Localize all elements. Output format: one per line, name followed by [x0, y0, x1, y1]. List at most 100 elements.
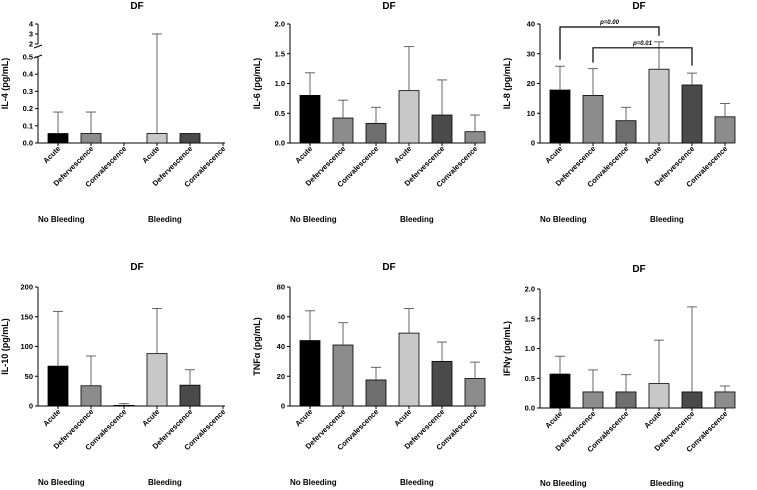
y-axis-label: IL-10 (pg/mL): [0, 318, 10, 375]
group-label: No Bleeding: [540, 215, 587, 224]
x-category-label: Acute: [392, 407, 413, 428]
y-tick-label: 1.5: [275, 49, 285, 58]
bar: [146, 133, 168, 144]
y-tick-label: 1.0: [275, 79, 285, 88]
bar: [179, 384, 201, 407]
y-tick-label: 0.1: [23, 121, 33, 130]
significance-bracket: [592, 47, 693, 66]
y-tick-label: 20: [277, 372, 285, 381]
bar: [113, 405, 135, 407]
group-label: Bleeding: [400, 215, 434, 224]
chart-title: DF: [382, 262, 395, 273]
bar: [80, 385, 102, 407]
bar: [615, 120, 637, 144]
y-tick-label: 4: [29, 20, 34, 29]
y-tick-label: 50: [25, 372, 33, 381]
bar: [398, 90, 420, 144]
y-tick-label: 0.5: [23, 53, 33, 62]
y-tick-label: 2.0: [275, 20, 285, 29]
y-tick-label: 0.0: [23, 139, 33, 148]
y-tick-label: 0: [29, 402, 33, 411]
group-label: No Bleeding: [290, 215, 337, 224]
bar: [332, 344, 354, 407]
y-tick-label: 0.2: [23, 104, 33, 113]
y-axis-label: TNFα (pg/mL): [252, 317, 262, 376]
y-tick-label: 10: [527, 109, 535, 118]
y-tick-label: 40: [277, 342, 285, 351]
y-tick-label: 2.0: [525, 285, 535, 294]
y-tick-label: 60: [277, 312, 285, 321]
y-tick-label: 0.5: [275, 109, 285, 118]
y-tick-label: 80: [277, 283, 285, 292]
y-tick-label: 3: [29, 30, 33, 39]
x-category-label: Acute: [41, 144, 62, 165]
axis-break-mark: [33, 44, 43, 49]
bar: [398, 332, 420, 407]
bar: [299, 340, 321, 407]
bar: [332, 117, 354, 144]
group-label: Bleeding: [650, 479, 684, 488]
bar: [80, 133, 102, 144]
chart-panel-1: DF IL-4 (pg/mL) 0.0 0.1 0.2 0.3 0.4 0.5 234 Acute…: [0, 1, 227, 224]
chart-title: DF: [382, 1, 395, 12]
group-label: No Bleeding: [38, 215, 85, 224]
bar: [464, 378, 486, 407]
y-tick-label: 0: [531, 139, 535, 148]
y-tick-label: 1.5: [525, 314, 535, 323]
group-label: Bleeding: [148, 215, 182, 224]
x-category-label: Acute: [140, 144, 161, 165]
group-label: Bleeding: [400, 478, 434, 487]
bar: [549, 373, 571, 409]
y-tick-label: 0.0: [275, 139, 285, 148]
y-axis-label: IL-8 (pg/mL): [502, 58, 512, 110]
chart-title: DF: [130, 1, 143, 12]
y-tick-label: 0.3: [23, 87, 33, 96]
bar: [582, 95, 604, 144]
bar: [714, 116, 736, 144]
bar: [47, 365, 69, 407]
y-axis-label: IL-6 (pg/mL): [252, 58, 262, 110]
bar: [365, 379, 387, 407]
chart-title: DF: [632, 1, 645, 12]
y-tick-label: 30: [527, 49, 535, 58]
group-label: Bleeding: [650, 215, 684, 224]
bar: [464, 131, 486, 144]
x-category-label: Acute: [293, 407, 314, 428]
x-category-label: Acute: [41, 407, 62, 428]
y-tick-label: 150: [20, 312, 33, 321]
y-axis-label: IL-4 (pg/mL): [0, 58, 10, 110]
bar: [681, 84, 703, 144]
chart-title: DF: [130, 262, 143, 273]
group-label: No Bleeding: [38, 478, 85, 487]
y-tick-label: 200: [20, 283, 33, 292]
y-tick-label: 1.0: [525, 344, 535, 353]
bar: [681, 391, 703, 409]
x-category-label: Acute: [543, 144, 564, 165]
x-category-label: Acute: [392, 144, 413, 165]
significance-bracket: [559, 26, 660, 60]
y-tick-label: 20: [527, 79, 535, 88]
x-category-label: Acute: [642, 409, 663, 430]
x-category-label: Acute: [543, 409, 564, 430]
group-label: No Bleeding: [290, 478, 337, 487]
bar: [582, 391, 604, 409]
y-tick-label: 2: [29, 40, 33, 49]
bar: [146, 353, 168, 407]
x-category-label: Acute: [642, 144, 663, 165]
bar: [431, 114, 453, 144]
y-tick-label: 0.5: [525, 374, 535, 383]
bar: [648, 383, 670, 409]
bar: [431, 360, 453, 407]
significance-label: p=0.00: [599, 20, 620, 26]
y-tick-label: 0: [281, 402, 285, 411]
bar: [47, 133, 69, 144]
y-tick-label: 0.0: [525, 404, 535, 413]
x-category-label: Acute: [293, 144, 314, 165]
chart-title: DF: [632, 264, 645, 275]
group-label: No Bleeding: [540, 479, 587, 488]
